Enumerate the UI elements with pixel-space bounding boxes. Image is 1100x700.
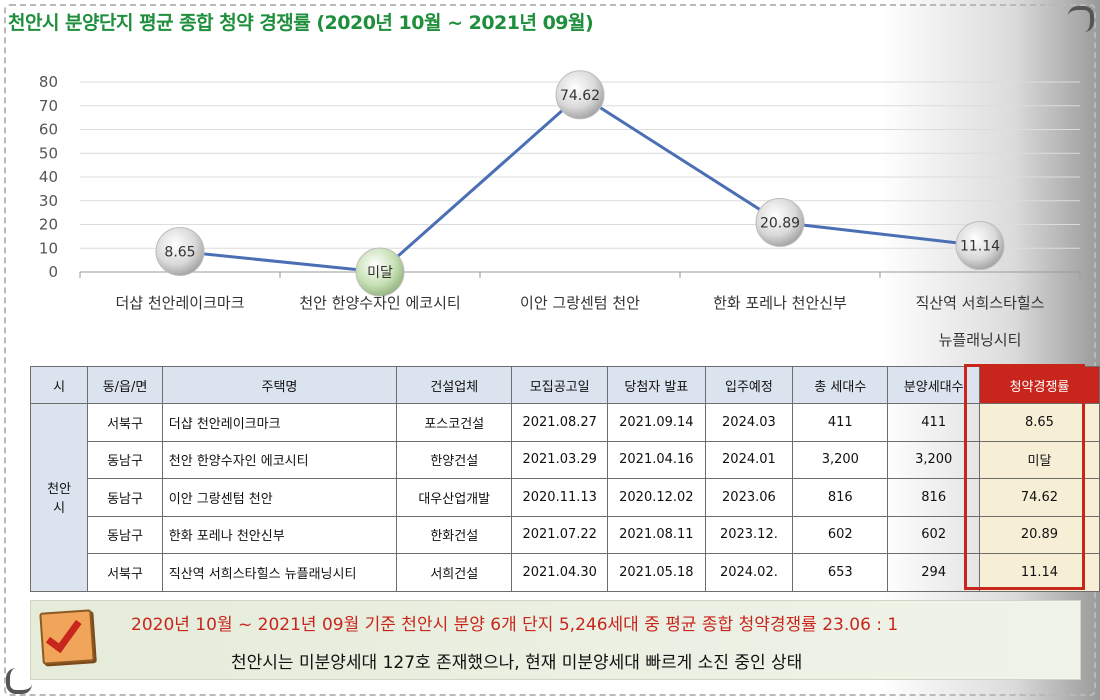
table-cell: 2024.01	[704, 440, 794, 479]
data-point-marker	[555, 70, 605, 120]
complex-table: 시 동/읍/면 주택명 건설업체 모집공고일 당첨자 발표 입주예정 총 세대수 분양세대수 청약…	[29, 366, 1100, 592]
table-cell: 대우산업개발	[396, 478, 513, 517]
table-cell: 2021.05.18	[607, 553, 706, 592]
x-tick-label: 이안 그랑센텀 천안	[520, 294, 640, 312]
table-cell: 2021.08.11	[607, 515, 706, 554]
data-label: 11.14	[960, 239, 1000, 255]
column-header: 당첨자 발표	[607, 366, 706, 404]
table-cell: 2020.11.13	[511, 478, 609, 517]
table-row: 동남구 한화 포레나 천안신부 한화건설 2021.07.22 2021.08.11 20…	[31, 515, 1100, 554]
column-header: 주택명	[161, 366, 398, 404]
table-cell: 2021.08.27	[511, 403, 609, 442]
table-cell: 서북구	[87, 403, 163, 442]
table-cell: 더샵 천안레이크마크	[161, 403, 398, 442]
x-tick-label: 천안 한양수자인 에코시티	[299, 294, 460, 312]
data-point-marker	[755, 197, 805, 247]
checkmark-icon	[39, 609, 95, 665]
table-cell: 411	[792, 403, 889, 442]
column-header: 청약경쟁률	[978, 366, 1100, 404]
frame-corner-bottom-left	[6, 668, 32, 694]
table-cell: 한화건설	[396, 515, 513, 554]
table-cell: 동남구	[87, 440, 163, 479]
table-cell: 2021.03.29	[511, 440, 609, 479]
y-tick-label: 30	[39, 192, 58, 210]
table-row: 서북구 직산역 서희스타힐스 뉴플래닝시티 서희건설 2021.04.30 2021.0…	[31, 553, 1100, 592]
table-cell: 미달	[978, 440, 1100, 479]
table-cell: 서북구	[87, 553, 163, 592]
table-cell: 2023.06	[704, 478, 794, 517]
table-cell: 이안 그랑센텀 천안	[161, 478, 398, 517]
data-point-marker	[355, 247, 405, 297]
table-cell: 294	[887, 553, 980, 592]
table-row: 동남구 천안 한양수자인 에코시티 한양건설 2021.03.29 2021.04.16…	[31, 440, 1100, 479]
table-cell: 한화 포레나 천안신부	[161, 515, 398, 554]
y-tick-label: 80	[39, 73, 58, 91]
y-tick-label: 50	[39, 144, 58, 162]
x-tick-label: 더샵 천안레이크마크	[116, 294, 245, 312]
table-cell: 동남구	[87, 478, 163, 517]
complex-table-wrapper: 시 동/읍/면 주택명 건설업체 모집공고일 당첨자 발표 입주예정 총 세대수 분양세대수 청약…	[29, 364, 1100, 592]
line-chart: 0 10 20 30 40 50 60 70 80 8.65 미달 74.62 20.89 11.14 더샵…	[39, 70, 1081, 349]
chart-title: 천안시 분양단지 평균 종합 청약 경쟁률 (2020년 10월 ~ 2021년…	[8, 12, 594, 34]
y-tick-label: 10	[39, 239, 58, 257]
x-tick-label: 직산역 서희스타힐스	[916, 294, 1045, 312]
table-cell: 74.62	[978, 478, 1100, 517]
series-line	[179, 92, 981, 274]
column-header: 입주예정	[704, 366, 794, 404]
data-point-marker	[955, 221, 1005, 271]
y-tick-label: 0	[48, 263, 58, 281]
column-header: 총 세대수	[792, 366, 889, 404]
data-label: 8.65	[164, 244, 195, 260]
column-header: 분양세대수	[887, 366, 980, 404]
table-cell: 816	[792, 478, 889, 517]
table-cell: 3,200	[792, 440, 889, 479]
table-cell: 20.89	[978, 515, 1100, 554]
table-cell: 2023.12.	[704, 515, 794, 554]
column-header: 동/읍/면	[87, 366, 163, 404]
data-point-marker	[155, 226, 205, 276]
table-cell: 816	[887, 478, 980, 517]
summary-line-1: 2020년 10월 ~ 2021년 09월 기준 천안시 분양 6개 단지 5,…	[131, 615, 899, 635]
data-label: 20.89	[760, 215, 800, 231]
table-cell: 11.14	[978, 553, 1100, 592]
summary-box: 2020년 10월 ~ 2021년 09월 기준 천안시 분양 6개 단지 5,…	[30, 600, 1081, 680]
table-cell: 2024.03	[704, 403, 794, 442]
x-tick-label: 뉴플래닝시티	[939, 331, 1022, 349]
table-cell: 천안 한양수자인 에코시티	[161, 440, 398, 479]
y-tick-label: 40	[39, 168, 58, 186]
x-tick-label: 한화 포레나 천안신부	[713, 294, 847, 312]
table-header-row: 시 동/읍/면 주택명 건설업체 모집공고일 당첨자 발표 입주예정 총 세대수 분양세대수 청약…	[29, 366, 1100, 404]
city-cell: 천안 시	[29, 403, 89, 592]
data-label: 74.62	[560, 88, 600, 104]
table-row: 천안 시 서북구 더샵 천안레이크마크 포스코건설 2021.08.27 2021.09.…	[29, 403, 1100, 592]
y-tick-label: 70	[39, 97, 58, 115]
table-cell: 동남구	[87, 515, 163, 554]
table-cell: 653	[792, 553, 889, 592]
column-header: 건설업체	[396, 366, 513, 404]
table-row: 동남구 이안 그랑센텀 천안 대우산업개발 2020.11.13 2020.12.02 2…	[31, 478, 1100, 517]
table-cell: 602	[792, 515, 889, 554]
table-cell: 8.65	[978, 403, 1100, 442]
table-cell: 2021.09.14	[607, 403, 706, 442]
y-tick-label: 20	[39, 216, 58, 234]
table-cell: 2024.02.	[704, 553, 794, 592]
y-tick-label: 60	[39, 121, 58, 139]
column-header: 모집공고일	[511, 366, 609, 404]
table-cell: 602	[887, 515, 980, 554]
table-cell: 2020.12.02	[607, 478, 706, 517]
frame-corner-top-right	[1068, 6, 1094, 32]
table-cell: 411	[887, 403, 980, 442]
summary-line-2: 천안시는 미분양세대 127호 존재했으나, 현재 미분양세대 빠르게 소진 중…	[231, 653, 803, 673]
table-cell: 2021.04.30	[511, 553, 609, 592]
table-cell: 직산역 서희스타힐스 뉴플래닝시티	[161, 553, 398, 592]
data-label: 미달	[367, 265, 393, 281]
table-cell: 포스코건설	[396, 403, 513, 442]
table-cell: 3,200	[887, 440, 980, 479]
column-header: 시	[29, 366, 89, 404]
table-cell: 2021.07.22	[511, 515, 609, 554]
table-cell: 한양건설	[396, 440, 513, 479]
table-cell: 2021.04.16	[607, 440, 706, 479]
table-cell: 서희건설	[396, 553, 513, 592]
